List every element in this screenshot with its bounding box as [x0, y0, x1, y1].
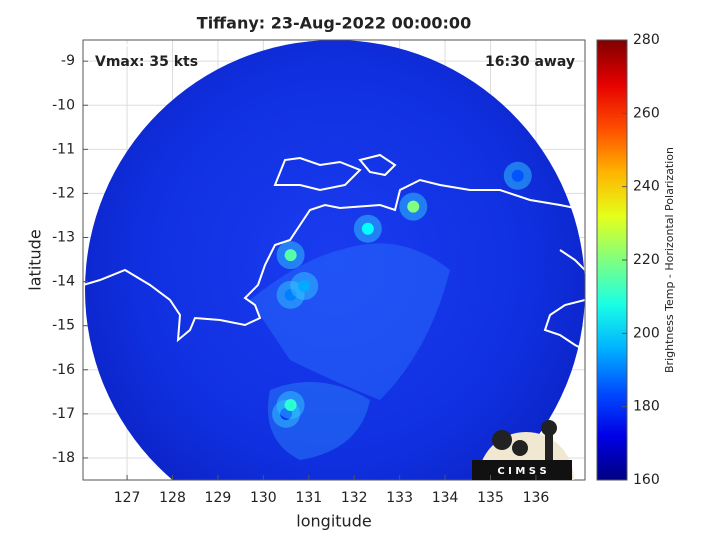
colorbar-tick-label: 260: [633, 105, 660, 121]
y-tick-label: -16: [52, 362, 75, 378]
y-tick-label: -9: [61, 53, 75, 69]
colorbar-tick-label: 240: [633, 179, 660, 195]
colorbar-tick-label: 160: [633, 472, 660, 488]
coastline: [83, 41, 585, 351]
y-tick-label: -11: [52, 141, 75, 157]
colorbar-tick-label: 220: [633, 252, 660, 268]
plot-frame: [82, 39, 586, 481]
y-tick-label: -14: [52, 274, 75, 290]
y-tick-label: -18: [52, 450, 75, 466]
colorbar-tick-label: 200: [633, 325, 660, 341]
swath-disc: [85, 40, 585, 480]
x-tick-label: 131: [295, 490, 322, 506]
annotation: 16:30 away: [485, 54, 575, 70]
hot-spot: [511, 169, 524, 182]
x-tick-label: 133: [386, 490, 413, 506]
hot-spot: [407, 200, 420, 213]
y-tick-label: -13: [52, 230, 75, 246]
logo-text: C I M S S: [497, 466, 546, 477]
x-tick-label: 127: [114, 490, 141, 506]
y-axis-label: latitude: [26, 229, 45, 290]
x-tick-label: 130: [250, 490, 277, 506]
hot-spot: [298, 280, 311, 293]
hot-spot: [284, 249, 297, 262]
logo: C I M S S: [472, 420, 574, 480]
colorbar-tick-label: 180: [633, 399, 660, 415]
x-tick-label: 129: [205, 490, 232, 506]
y-tick-label: -12: [52, 185, 75, 201]
x-tick-label: 134: [432, 490, 459, 506]
hot-spot: [361, 222, 374, 235]
x-tick-label: 132: [341, 490, 368, 506]
x-tick-label: 136: [523, 490, 550, 506]
x-tick-label: 128: [159, 490, 186, 506]
swath: [83, 40, 585, 480]
y-tick-label: -10: [52, 97, 75, 113]
hot-spot: [284, 399, 297, 412]
chart-title: Tiffany: 23-Aug-2022 00:00:00: [197, 14, 471, 33]
annotation: Vmax: 35 kts: [95, 54, 198, 70]
x-tick-label: 135: [477, 490, 504, 506]
y-tick-label: -17: [52, 406, 75, 422]
colorbar-tick-label: 280: [633, 32, 660, 48]
y-tick-label: -15: [52, 318, 75, 334]
colorbar-label: Brightness Temp - Horizontal Polarizatio…: [663, 147, 676, 373]
x-axis-label: longitude: [296, 512, 371, 531]
